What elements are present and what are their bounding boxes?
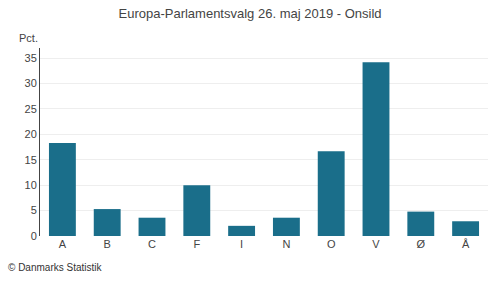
svg-text:20: 20 [25, 128, 37, 140]
svg-text:A: A [59, 238, 67, 250]
svg-text:C: C [148, 238, 156, 250]
svg-text:0: 0 [31, 230, 37, 242]
svg-text:F: F [193, 238, 200, 250]
svg-text:30: 30 [25, 77, 37, 89]
svg-text:15: 15 [25, 154, 37, 166]
svg-text:V: V [372, 238, 380, 250]
svg-text:10: 10 [25, 179, 37, 191]
svg-text:© Danmarks Statistik: © Danmarks Statistik [8, 262, 103, 273]
svg-text:Europa-Parlamentsvalg 26. maj: Europa-Parlamentsvalg 26. maj 2019 - Ons… [118, 6, 381, 21]
svg-text:Å: Å [462, 238, 470, 250]
svg-text:25: 25 [25, 103, 37, 115]
svg-text:N: N [282, 238, 290, 250]
svg-text:5: 5 [31, 204, 37, 216]
svg-text:Pct.: Pct. [19, 32, 38, 44]
svg-text:B: B [104, 238, 111, 250]
svg-text:I: I [240, 238, 243, 250]
svg-text:35: 35 [25, 52, 37, 64]
svg-text:O: O [327, 238, 336, 250]
svg-text:Ø: Ø [417, 238, 426, 250]
